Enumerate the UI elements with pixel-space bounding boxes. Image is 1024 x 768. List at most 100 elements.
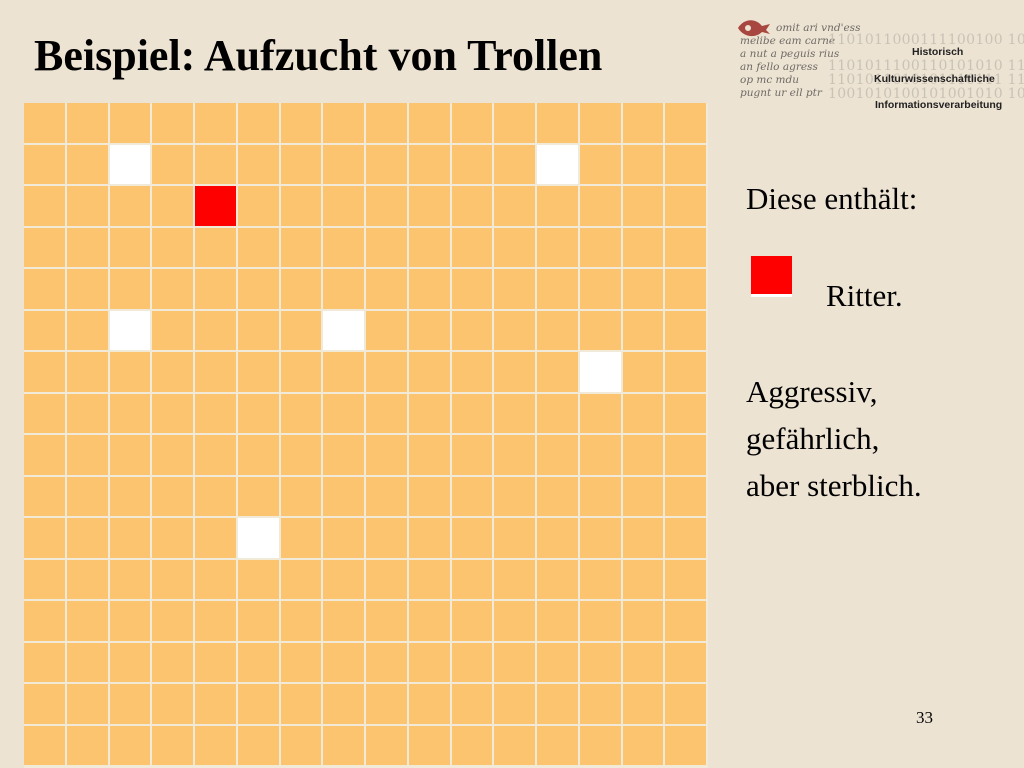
grid-cell	[195, 642, 236, 682]
grid-cell	[66, 559, 108, 599]
grid-cell	[579, 725, 621, 765]
grid-cell	[665, 642, 706, 682]
empty-cell	[109, 144, 151, 184]
binary-line: 1101011000111100100 10	[828, 32, 1024, 48]
grid-cell	[323, 393, 364, 433]
grid-cell	[622, 269, 664, 309]
institute-logo: omit ari vnd'ess melibe eam carne a nut …	[732, 16, 1024, 112]
grid-cell	[152, 435, 193, 475]
grid-cell	[323, 227, 364, 267]
grid-cell	[451, 518, 493, 558]
grid-cell	[24, 269, 65, 309]
grid-cell	[237, 725, 279, 765]
grid-cell	[195, 601, 236, 641]
manuscript-line: melibe eam carne	[740, 35, 836, 47]
grid-cell	[195, 725, 236, 765]
grid-cell	[451, 393, 493, 433]
grid-cell	[537, 269, 578, 309]
empty-cell	[109, 310, 151, 350]
grid-cell	[451, 476, 493, 516]
grid-cell	[109, 269, 151, 309]
grid-cell	[665, 310, 706, 350]
grid-cell	[408, 227, 450, 267]
grid-cell	[323, 103, 364, 143]
grid-cell	[494, 725, 535, 765]
grid-cell	[665, 186, 706, 226]
grid-cell	[366, 269, 407, 309]
grid-cell	[622, 393, 664, 433]
grid-cell	[109, 435, 151, 475]
grid-cell	[451, 642, 493, 682]
grid-cell	[537, 559, 578, 599]
grid-cell	[451, 559, 493, 599]
grid-cell	[494, 601, 535, 641]
grid-cell	[408, 725, 450, 765]
grid-cell	[579, 103, 621, 143]
grid-cell	[579, 601, 621, 641]
grid-cell	[408, 269, 450, 309]
grid-cell	[408, 476, 450, 516]
grid-cell	[494, 435, 535, 475]
page-number: 33	[916, 708, 933, 727]
grid-cell	[665, 559, 706, 599]
grid-cell	[323, 352, 364, 392]
grid-cell	[408, 352, 450, 392]
grid-cell	[24, 476, 65, 516]
grid-cell	[195, 393, 236, 433]
grid-cell	[323, 435, 364, 475]
grid-cell	[280, 601, 322, 641]
grid-cell	[579, 227, 621, 267]
manuscript-line: an fello agress	[740, 61, 818, 73]
grid-cell	[408, 144, 450, 184]
grid-cell	[280, 684, 322, 724]
grid-cell	[494, 186, 535, 226]
grid-cell	[109, 642, 151, 682]
grid-cell	[280, 393, 322, 433]
grid-cell	[494, 227, 535, 267]
grid-cell	[195, 435, 236, 475]
grid-cell	[537, 725, 578, 765]
grid-cell	[24, 103, 65, 143]
grid-cell	[66, 144, 108, 184]
grid-cell	[579, 642, 621, 682]
grid-cell	[537, 186, 578, 226]
grid-cell	[109, 352, 151, 392]
grid-cell	[366, 186, 407, 226]
grid-cell	[66, 725, 108, 765]
grid-cell	[237, 559, 279, 599]
grid-cell	[24, 435, 65, 475]
grid-cell	[66, 393, 108, 433]
grid-cell	[622, 435, 664, 475]
grid-cell	[280, 642, 322, 682]
grid-cell	[366, 518, 407, 558]
grid-cell	[280, 435, 322, 475]
legend-desc-line: gefährlich,	[746, 421, 880, 456]
grid-cell	[366, 144, 407, 184]
grid-cell	[195, 559, 236, 599]
grid-cell	[237, 435, 279, 475]
grid-cell	[323, 601, 364, 641]
manuscript-line: a nut a peguis rius	[740, 48, 840, 60]
grid-cell	[494, 310, 535, 350]
grid-cell	[665, 103, 706, 143]
grid-cell	[109, 393, 151, 433]
grid-cell	[152, 227, 193, 267]
institute-name-line: Kulturwissenschaftliche	[874, 73, 995, 85]
grid-cell	[366, 310, 407, 350]
grid-cell	[66, 476, 108, 516]
grid-cell	[237, 684, 279, 724]
grid-cell	[237, 642, 279, 682]
grid-cell	[451, 144, 493, 184]
grid-cell	[109, 227, 151, 267]
grid-cell	[622, 642, 664, 682]
grid-cell	[323, 684, 364, 724]
grid-cell	[451, 601, 493, 641]
grid-cell	[665, 601, 706, 641]
grid-cell	[152, 269, 193, 309]
grid-cell	[494, 642, 535, 682]
grid-cell	[195, 476, 236, 516]
grid-cell	[280, 476, 322, 516]
grid-cell	[366, 476, 407, 516]
grid-cell	[537, 518, 578, 558]
grid-cell	[66, 103, 108, 143]
